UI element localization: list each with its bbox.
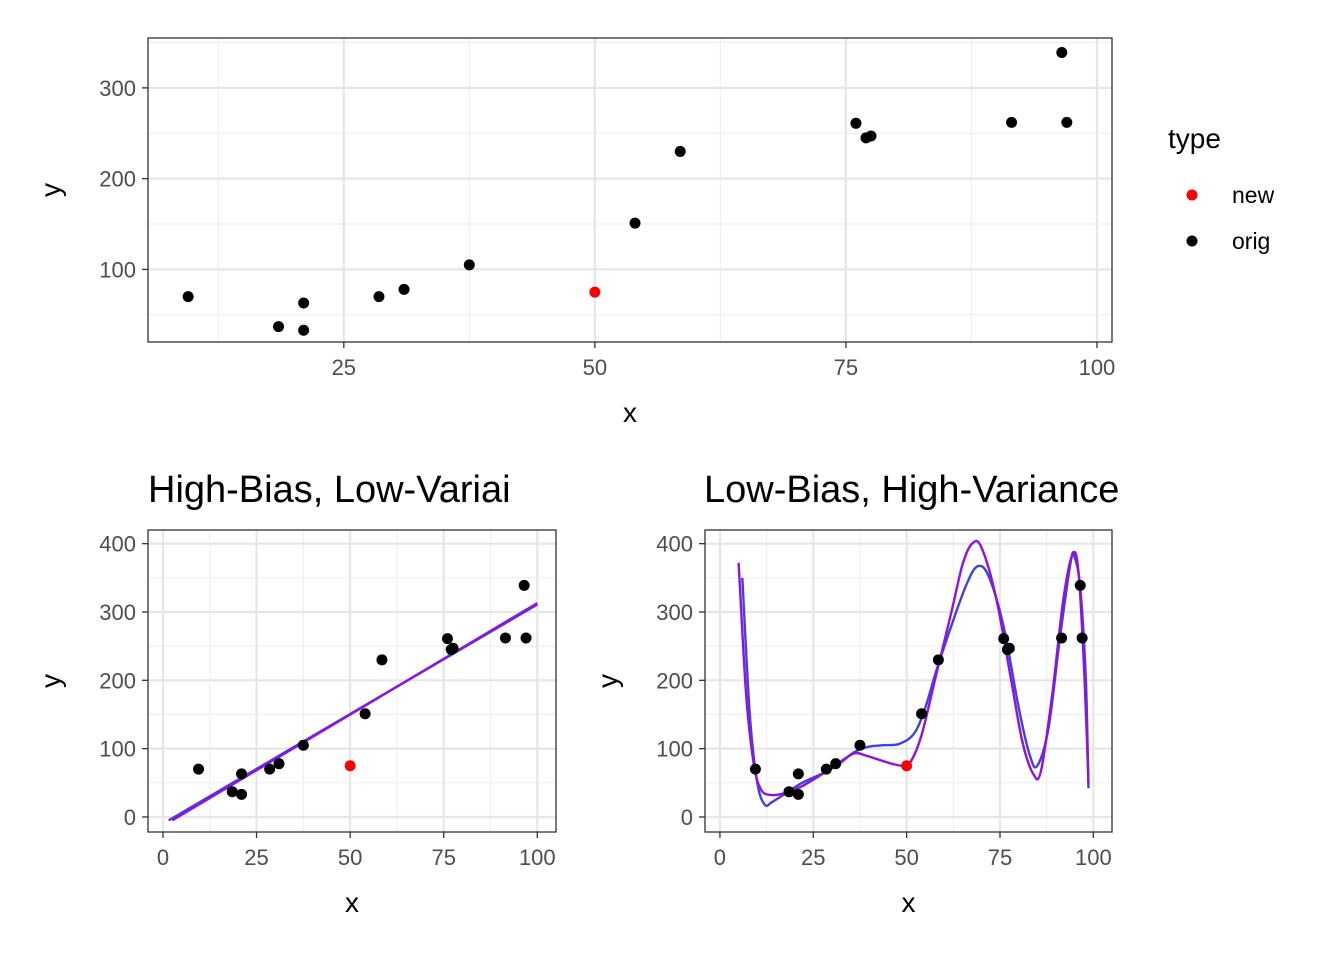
orig-point xyxy=(629,217,641,229)
legend-label-orig: orig xyxy=(1232,228,1270,254)
orig-point xyxy=(398,283,410,295)
orig-point xyxy=(441,633,453,645)
orig-point xyxy=(674,145,686,157)
orig-point xyxy=(520,632,532,644)
x-tick-label: 25 xyxy=(332,355,356,380)
orig-point xyxy=(792,788,804,800)
orig-point xyxy=(447,642,459,654)
orig-point xyxy=(226,786,238,798)
x-tick-label: 100 xyxy=(1079,355,1116,380)
orig-point xyxy=(499,632,511,644)
orig-point xyxy=(932,654,944,666)
y-tick-label: 200 xyxy=(99,167,136,192)
orig-point xyxy=(298,324,310,336)
low-bias-x-axis-title: x xyxy=(902,887,916,918)
orig-point xyxy=(998,633,1010,645)
y-tick-label: 100 xyxy=(99,737,136,762)
orig-point xyxy=(298,297,310,309)
orig-point xyxy=(1006,116,1018,128)
orig-point xyxy=(264,763,276,775)
orig-point xyxy=(376,654,388,666)
orig-point xyxy=(783,786,795,798)
legend-marker-new xyxy=(1186,189,1198,201)
y-tick-label: 0 xyxy=(681,805,693,830)
y-tick-label: 400 xyxy=(656,532,693,557)
legend-title: type xyxy=(1168,123,1221,154)
orig-point xyxy=(273,321,285,333)
x-tick-label: 100 xyxy=(519,845,556,870)
new-point xyxy=(901,760,913,772)
orig-point xyxy=(273,758,285,770)
y-tick-label: 200 xyxy=(656,668,693,693)
x-tick-label: 50 xyxy=(583,355,607,380)
legend-label-new: new xyxy=(1232,182,1275,208)
orig-point xyxy=(749,763,761,775)
orig-point xyxy=(518,579,530,591)
y-tick-label: 300 xyxy=(99,76,136,101)
new-point xyxy=(344,760,356,772)
orig-point xyxy=(820,763,832,775)
y-tick-label: 400 xyxy=(99,532,136,557)
high-bias-y-axis-title: y xyxy=(35,674,66,688)
x-tick-label: 25 xyxy=(244,845,268,870)
y-tick-label: 100 xyxy=(656,737,693,762)
fit-line-2 xyxy=(171,602,538,822)
orig-point xyxy=(916,708,928,720)
orig-point xyxy=(1074,579,1086,591)
y-tick-label: 100 xyxy=(99,257,136,282)
y-tick-label: 200 xyxy=(99,668,136,693)
x-tick-label: 50 xyxy=(894,845,918,870)
orig-point xyxy=(854,739,866,751)
new-point xyxy=(589,286,601,298)
orig-point xyxy=(182,291,194,303)
orig-point xyxy=(1076,632,1088,644)
orig-point xyxy=(373,291,385,303)
top-x-axis-title: x xyxy=(623,397,637,428)
x-tick-label: 100 xyxy=(1075,845,1112,870)
orig-point xyxy=(236,768,248,780)
top-scatter-panel: 25 50 75 100 100 200 300 x y xyxy=(35,37,1116,428)
orig-point xyxy=(792,768,804,780)
legend-marker-orig xyxy=(1186,235,1198,247)
x-tick-label: 0 xyxy=(157,845,169,870)
orig-point xyxy=(297,739,309,751)
orig-point xyxy=(359,708,371,720)
x-tick-label: 75 xyxy=(834,355,858,380)
top-y-axis-title: y xyxy=(35,183,66,197)
orig-point xyxy=(1061,116,1073,128)
y-tick-label: 300 xyxy=(656,600,693,625)
low-bias-panel-title: Low-Bias, High-Variance xyxy=(704,469,1119,511)
x-tick-label: 50 xyxy=(338,845,362,870)
orig-point xyxy=(193,763,205,775)
x-tick-label: 75 xyxy=(988,845,1012,870)
orig-point xyxy=(865,130,877,142)
low-bias-panel: Low-Bias, High-Variance 0 25 50 75 100 0 100 20… xyxy=(592,469,1119,918)
y-tick-label: 0 xyxy=(124,805,136,830)
y-tick-label: 300 xyxy=(99,600,136,625)
high-bias-panel-title: High-Bias, Low-Variai xyxy=(148,469,511,511)
orig-point xyxy=(1056,47,1068,59)
x-tick-label: 0 xyxy=(714,845,726,870)
orig-point xyxy=(236,788,248,800)
orig-point xyxy=(1056,632,1068,644)
high-bias-panel: High-Bias, Low-Variai 0 25 50 75 100 0 100 200 3… xyxy=(35,469,557,918)
panel-background xyxy=(148,38,1112,342)
orig-point xyxy=(463,259,475,271)
high-bias-x-axis-title: x xyxy=(345,887,359,918)
x-tick-label: 25 xyxy=(801,845,825,870)
orig-point xyxy=(1003,642,1015,654)
orig-point xyxy=(830,758,842,770)
orig-point xyxy=(850,117,862,129)
x-tick-label: 75 xyxy=(431,845,455,870)
low-bias-y-axis-title: y xyxy=(592,674,623,688)
legend: type new orig xyxy=(1168,123,1275,254)
